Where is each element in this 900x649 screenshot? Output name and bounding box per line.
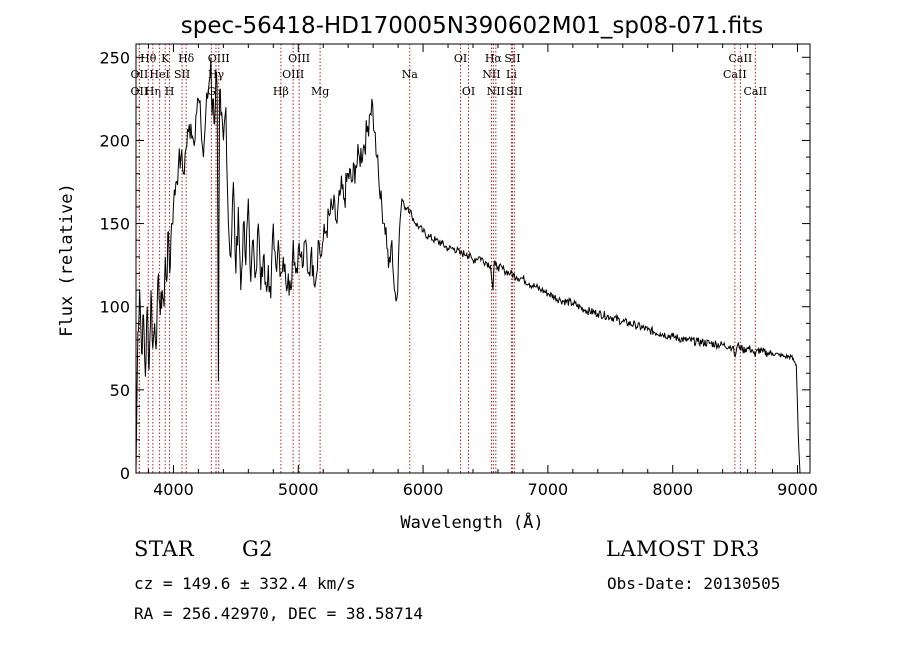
redshift-readout: cz = 149.6 ± 332.4 km/s: [134, 574, 356, 593]
spectral-line-label: Hη: [145, 85, 161, 98]
spectral-line-label: SII: [174, 68, 190, 81]
object-class: STAR: [134, 537, 195, 561]
coordinates: RA = 256.42970, DEC = 38.58714: [134, 604, 423, 623]
spectrum-line: [135, 57, 801, 474]
spectral-line-label: CaII: [723, 68, 747, 81]
spectral-line-label: CaII: [729, 52, 753, 65]
spectral-line-label: SII: [506, 85, 522, 98]
chart-title: spec-56418-HD170005N390602M01_sp08-071.f…: [181, 13, 763, 39]
spectral-line-label: SII: [504, 52, 520, 65]
obs-date: Obs-Date: 20130505: [607, 574, 781, 593]
x-tick-label: 8000: [652, 480, 693, 499]
spectral-line-label: OII: [131, 68, 149, 81]
y-tick-label: 100: [99, 298, 130, 317]
y-tick-label: 250: [99, 48, 130, 67]
spectral-line-label: OI: [454, 52, 467, 65]
x-tick-label: 5000: [278, 480, 319, 499]
axis-ticks: 4000 5000 6000 7000 8000 9000 0 50 100 150 200 250: [99, 44, 818, 499]
spectral-line-label: OIII: [208, 52, 230, 65]
y-tick-label: 0: [120, 464, 130, 483]
spectral-line-label: Hα: [485, 52, 503, 65]
spectral-line-label: HeI: [149, 68, 169, 81]
plot-frame: [135, 43, 811, 474]
spectral-line-label: OII: [131, 85, 149, 98]
spectral-line-label: Na: [402, 68, 419, 81]
spectral-line-label: NII: [482, 68, 500, 81]
spectral-line-label: OI: [462, 85, 475, 98]
y-tick-label: 200: [99, 131, 130, 150]
spectral-line-label: K: [161, 52, 170, 65]
survey-name: LAMOST DR3: [606, 537, 760, 561]
spectral-line-label: Hβ: [273, 85, 289, 98]
x-axis-label: Wavelength (Å): [400, 511, 543, 533]
spectral-line-label: Mg: [311, 85, 329, 98]
y-tick-label: 150: [99, 215, 130, 234]
y-tick-label: 50: [110, 381, 130, 400]
x-tick-label: 9000: [777, 480, 818, 499]
spectral-line-label: CaII: [743, 85, 767, 98]
y-axis-label: Flux (relative): [57, 183, 77, 337]
x-tick-label: 7000: [528, 480, 569, 499]
spectral-subclass: G2: [242, 537, 274, 561]
spectral-line-label: Hθ: [140, 52, 157, 65]
spectral-line-label: Li: [506, 68, 517, 81]
x-tick-label: 4000: [153, 480, 194, 499]
spectral-line-label: NII: [487, 85, 505, 98]
spectral-line-label: OIII: [282, 68, 304, 81]
spectral-line-label: OIII: [288, 52, 310, 65]
spectral-line-label: Hδ: [178, 52, 195, 65]
x-tick-label: 6000: [403, 480, 444, 499]
spectral-line-label: H: [165, 85, 175, 98]
